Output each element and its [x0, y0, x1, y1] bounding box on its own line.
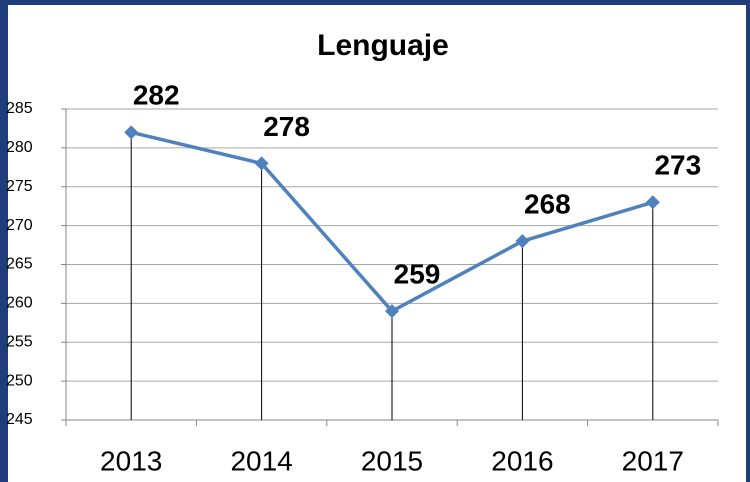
marker — [515, 234, 530, 249]
y-tick-label: 245 — [6, 411, 33, 428]
y-tick-label: 270 — [6, 217, 33, 234]
x-tick-label: 2014 — [230, 445, 292, 476]
data-label: 268 — [524, 189, 571, 220]
y-tick-label: 260 — [6, 295, 33, 312]
x-tick-label: 2016 — [491, 445, 553, 476]
y-tick-label: 280 — [6, 139, 33, 156]
y-tick-label: 265 — [6, 256, 33, 273]
data-label: 259 — [394, 259, 441, 290]
data-label: 273 — [654, 150, 701, 181]
x-tick-label: 2013 — [100, 445, 162, 476]
y-tick-label: 250 — [6, 372, 33, 389]
marker — [254, 156, 269, 171]
marker — [645, 195, 660, 210]
y-tick-label: 255 — [6, 333, 33, 350]
frame-left — [0, 0, 8, 482]
x-tick-label: 2015 — [361, 445, 423, 476]
chart-title: Lenguaje — [317, 29, 449, 62]
y-tick-label: 285 — [6, 100, 33, 117]
marker — [385, 304, 399, 319]
data-label: 282 — [133, 80, 180, 111]
y-tick-label: 275 — [6, 178, 33, 195]
frame-top — [0, 0, 750, 5]
marker — [124, 125, 139, 140]
data-label: 278 — [263, 111, 310, 142]
x-tick-label: 2017 — [622, 445, 684, 476]
frame-right — [746, 0, 750, 482]
